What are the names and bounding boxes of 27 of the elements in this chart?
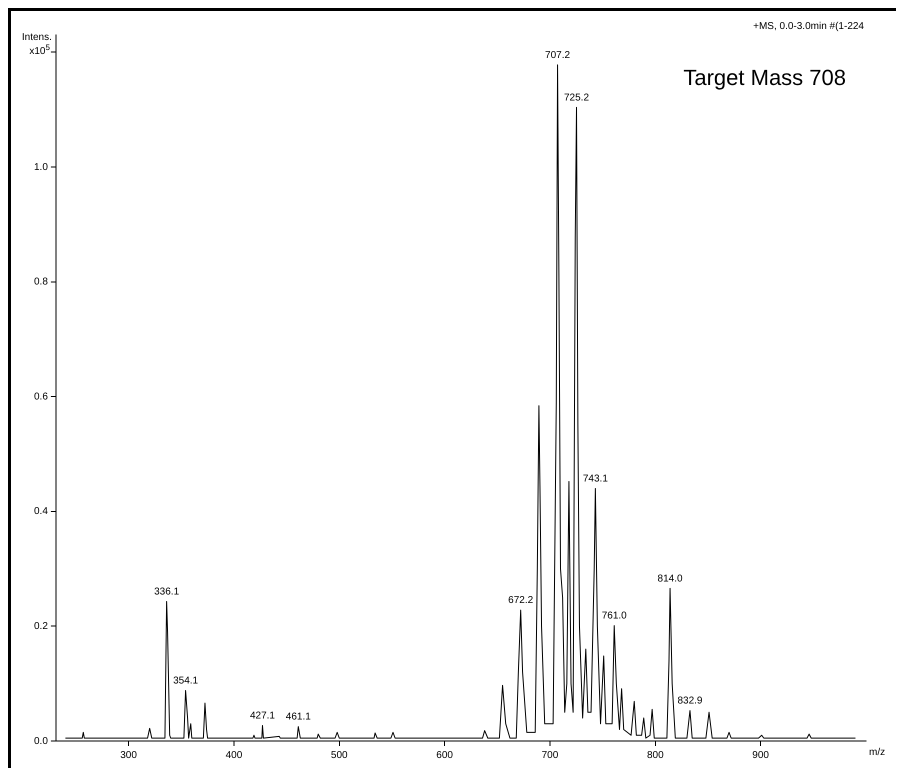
x-tick-label: 700 bbox=[542, 750, 559, 761]
y-tick-label: 0.2 bbox=[34, 620, 48, 632]
annotation: 707.2 bbox=[545, 50, 570, 61]
text: +MS, 0.0-3.0min #(1-224 bbox=[753, 21, 864, 32]
x-tick-label: 500 bbox=[330, 750, 348, 761]
x-tick-label: 400 bbox=[226, 750, 243, 761]
x-tick-label: 900 bbox=[752, 750, 770, 761]
annotation: 832.9 bbox=[677, 696, 703, 707]
annotation: 354.1 bbox=[173, 675, 199, 686]
annotation: Target Mass 708 bbox=[683, 65, 846, 90]
annotation: 725.2 bbox=[564, 92, 590, 104]
y-tick-label: 1.0 bbox=[34, 162, 48, 173]
y-tick-label: 0.6 bbox=[34, 391, 48, 402]
annotation: 672.2 bbox=[508, 595, 534, 606]
annotation: 427.1 bbox=[250, 710, 276, 722]
x-axis-title: m/z bbox=[869, 747, 886, 758]
x-tick-label: 300 bbox=[120, 750, 138, 761]
y-tick-label: 0.4 bbox=[34, 506, 48, 518]
y-tick-label: 0.8 bbox=[34, 276, 48, 288]
annotation: 743.1 bbox=[582, 473, 608, 484]
annotation: 336.1 bbox=[154, 586, 180, 598]
annotation: 461.1 bbox=[286, 712, 312, 723]
x-tick-label: 800 bbox=[646, 750, 664, 761]
annotation: 761.0 bbox=[602, 610, 628, 622]
annotation: 814.0 bbox=[658, 573, 684, 584]
y-tick-label: 0.0 bbox=[34, 736, 48, 747]
x-tick-label: 600 bbox=[436, 750, 454, 761]
